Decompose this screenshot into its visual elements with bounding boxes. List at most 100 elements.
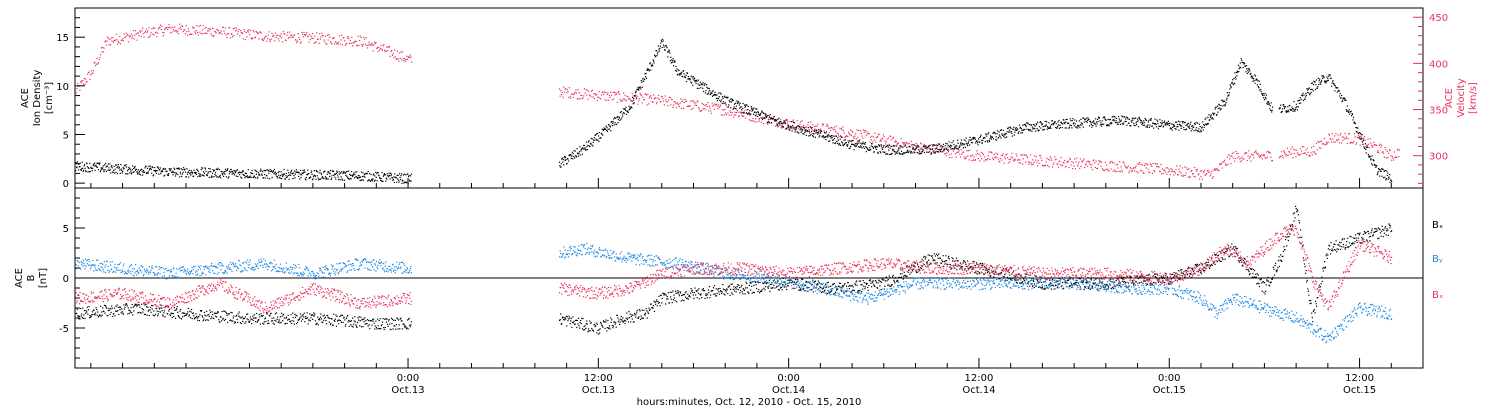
velocity-series-point xyxy=(139,35,140,36)
density-series-point xyxy=(168,173,169,174)
velocity-series-point xyxy=(151,28,152,29)
bx-series-point xyxy=(705,295,706,296)
bx-series-point xyxy=(108,310,109,311)
density-series-point xyxy=(174,169,175,170)
bx-series-point xyxy=(598,334,599,335)
velocity-series-point xyxy=(261,32,262,33)
density-series-point xyxy=(862,142,863,143)
velocity-series-point xyxy=(234,28,235,29)
bx-series-point xyxy=(294,314,295,315)
density-series-point xyxy=(1042,123,1043,124)
density-series-point xyxy=(1303,93,1304,94)
density-series-point xyxy=(114,173,115,174)
density-series-point xyxy=(615,122,616,123)
velocity-series-point xyxy=(999,161,1000,162)
density-series-point xyxy=(1110,119,1111,120)
velocity-series-point xyxy=(153,27,154,28)
bx-series-point xyxy=(110,308,111,309)
density-series-point xyxy=(1388,179,1389,180)
velocity-series-point xyxy=(843,130,844,131)
density-series-point xyxy=(948,149,949,150)
velocity-series-point xyxy=(404,58,405,59)
velocity-series-point xyxy=(647,94,648,95)
bx-series-point xyxy=(158,313,159,314)
velocity-series-point xyxy=(1363,138,1364,139)
density-series-point xyxy=(1081,124,1082,125)
density-series-point xyxy=(895,154,896,155)
bx-series-point xyxy=(127,313,128,314)
density-series-point xyxy=(293,173,294,174)
velocity-series-point xyxy=(390,56,391,57)
density-series-point xyxy=(586,146,587,147)
density-series-point xyxy=(564,156,565,157)
velocity-series-point xyxy=(180,27,181,28)
bx-series-point xyxy=(139,307,140,308)
density-series-point xyxy=(290,173,291,174)
density-series-point xyxy=(1269,104,1270,105)
density-series-point xyxy=(869,147,870,148)
bx-series-point xyxy=(218,319,219,320)
velocity-series-point xyxy=(313,43,314,44)
velocity-series-point xyxy=(599,91,600,92)
bx-series-point xyxy=(371,320,372,321)
velocity-series-point xyxy=(585,89,586,90)
density-series-point xyxy=(208,172,209,173)
bx-series-point xyxy=(204,315,205,316)
density-series-point xyxy=(360,177,361,178)
velocity-series-point xyxy=(1164,170,1165,171)
bx-series-point xyxy=(330,324,331,325)
bx-series-point xyxy=(179,317,180,318)
density-series-point xyxy=(1196,130,1197,131)
bx-series-point xyxy=(666,298,667,299)
density-series-point xyxy=(1387,175,1388,176)
density-series-point xyxy=(1355,123,1356,124)
density-series-point xyxy=(653,59,654,60)
density-series-point xyxy=(1012,136,1013,137)
density-series-point xyxy=(580,155,581,156)
velocity-series-point xyxy=(708,110,709,111)
density-series-point xyxy=(927,147,928,148)
velocity-series-point xyxy=(1029,162,1030,163)
velocity-series-point xyxy=(1106,164,1107,165)
density-series-point xyxy=(180,173,181,174)
bx-series-point xyxy=(157,315,158,316)
velocity-series-point xyxy=(994,154,995,155)
velocity-series-point xyxy=(188,28,189,29)
bx-series-point xyxy=(390,329,391,330)
bx-series-point xyxy=(91,314,92,315)
density-series-point xyxy=(219,169,220,170)
bx-series-point xyxy=(265,321,266,322)
bx-series-point xyxy=(606,330,607,331)
velocity-series-point xyxy=(387,50,388,51)
density-series-point xyxy=(1256,79,1257,80)
velocity-series-point xyxy=(179,24,180,25)
density-series-point xyxy=(313,176,314,177)
bx-series-point xyxy=(182,312,183,313)
bx-series-point xyxy=(293,321,294,322)
velocity-series-point xyxy=(931,144,932,145)
density-series-point xyxy=(1011,131,1012,132)
velocity-series-point xyxy=(1391,160,1392,161)
velocity-series-point xyxy=(1139,162,1140,163)
bx-series-point xyxy=(323,320,324,321)
density-series-point xyxy=(592,145,593,146)
velocity-series-point xyxy=(909,143,910,144)
density-series-point xyxy=(1020,127,1021,128)
velocity-series-point xyxy=(1334,135,1335,136)
velocity-series-point xyxy=(648,103,649,104)
bx-series-point xyxy=(253,318,254,319)
velocity-series-point xyxy=(720,105,721,106)
velocity-series-point xyxy=(1392,156,1393,157)
bx-series-point xyxy=(646,310,647,311)
bx-series-point xyxy=(357,322,358,323)
velocity-series-point xyxy=(1181,175,1182,176)
density-series-point xyxy=(631,107,632,108)
bx-series-point xyxy=(387,324,388,325)
density-series-point xyxy=(708,93,709,94)
density-series-point xyxy=(966,143,967,144)
velocity-series-point xyxy=(373,50,374,51)
bx-series-point xyxy=(614,321,615,322)
density-series-point xyxy=(773,116,774,117)
density-series-point xyxy=(812,135,813,136)
density-series-point xyxy=(988,132,989,133)
